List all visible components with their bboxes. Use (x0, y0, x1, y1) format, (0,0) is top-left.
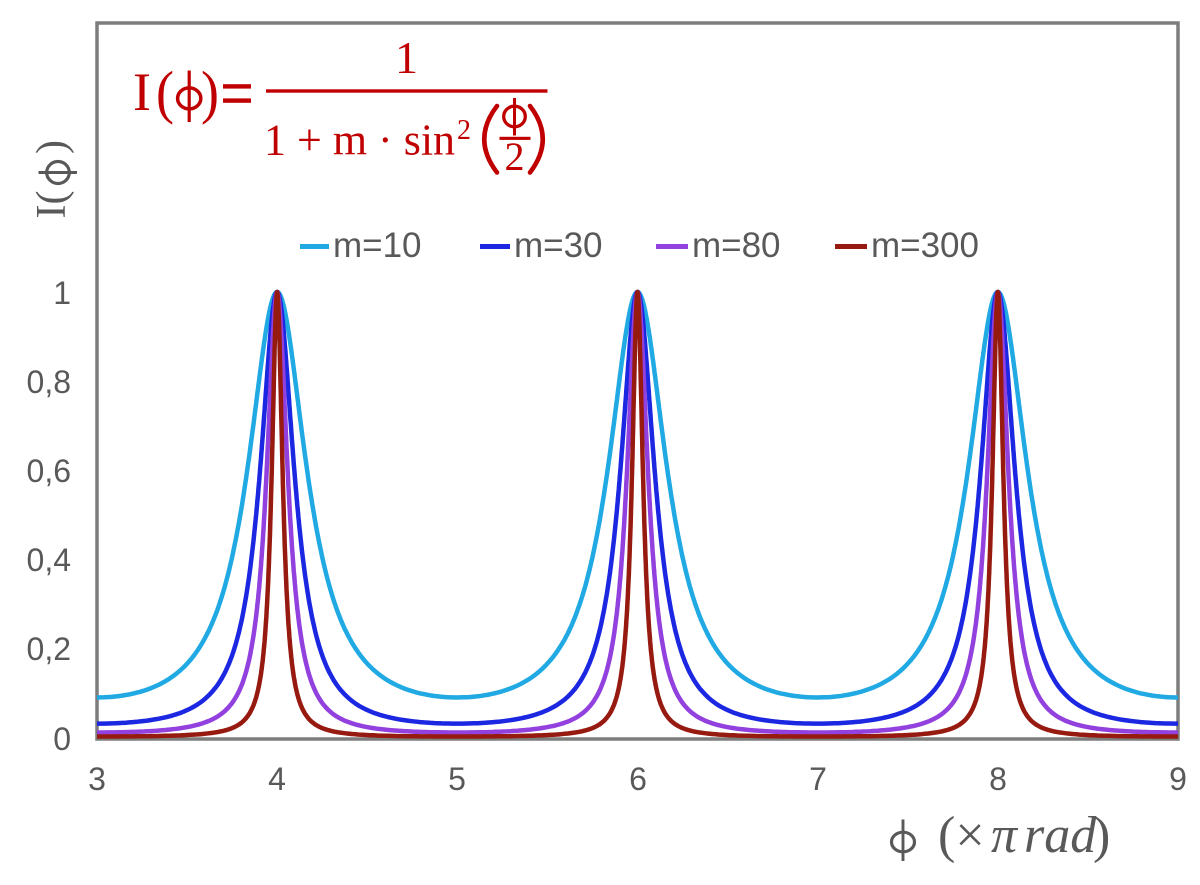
svg-text:): ) (29, 140, 75, 154)
svg-text:0,4: 0,4 (27, 542, 71, 578)
svg-text:): ) (201, 60, 219, 126)
svg-text:8: 8 (989, 761, 1007, 797)
svg-text:2: 2 (505, 134, 525, 179)
svg-text:1: 1 (395, 32, 418, 83)
svg-text:9: 9 (1169, 761, 1187, 797)
svg-text:0,6: 0,6 (27, 453, 71, 489)
svg-text:(×: (× (938, 807, 985, 864)
svg-text:m=80: m=80 (692, 226, 781, 265)
svg-text:2: 2 (457, 115, 471, 146)
svg-text:1: 1 (53, 275, 71, 311)
svg-text:3: 3 (88, 761, 106, 797)
svg-text:): ) (1093, 807, 1110, 864)
svg-text:0,2: 0,2 (27, 631, 71, 667)
svg-text:0: 0 (53, 721, 71, 757)
svg-text:rad: rad (1024, 807, 1097, 864)
svg-text:4: 4 (268, 761, 286, 797)
svg-text:0,8: 0,8 (27, 364, 71, 400)
svg-text:I: I (133, 62, 151, 122)
svg-text:7: 7 (809, 761, 827, 797)
svg-text:m=300: m=300 (871, 226, 979, 265)
svg-text:1 + m · sin: 1 + m · sin (264, 116, 455, 165)
svg-text:5: 5 (448, 761, 466, 797)
svg-text:π: π (991, 807, 1019, 864)
svg-text:(: ( (156, 60, 174, 126)
svg-text:m=10: m=10 (333, 226, 422, 265)
svg-text:6: 6 (629, 761, 647, 797)
svg-text:m=30: m=30 (514, 226, 603, 265)
svg-text:I(: I( (29, 191, 75, 219)
